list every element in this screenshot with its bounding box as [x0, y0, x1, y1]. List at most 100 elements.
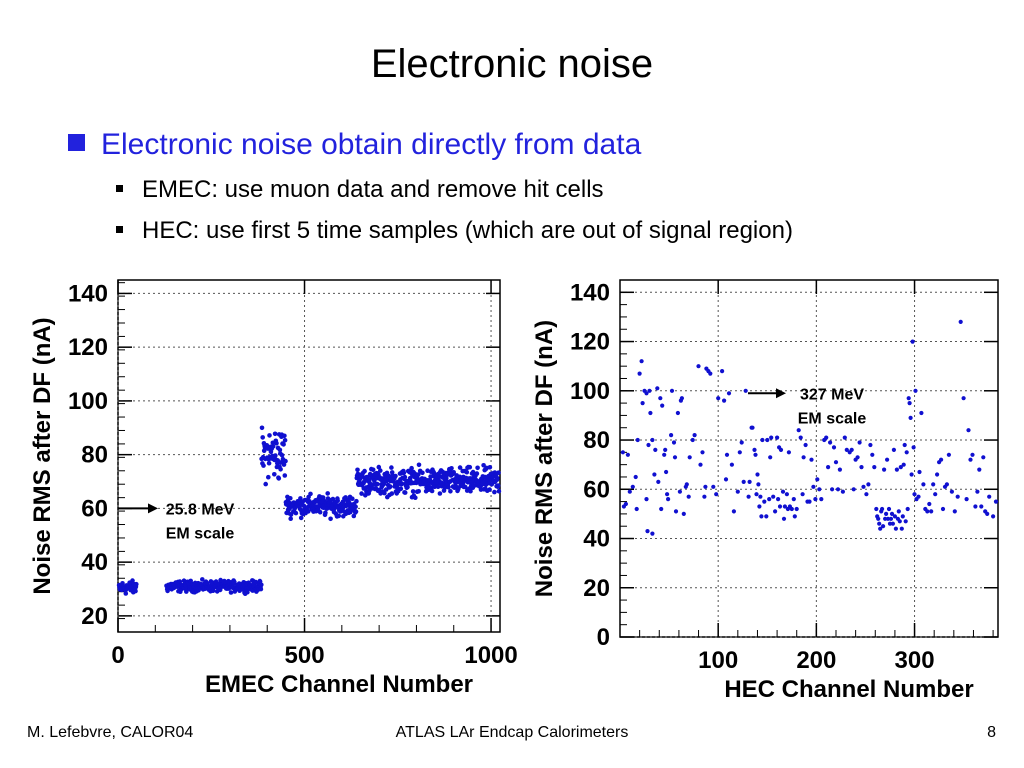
- data-point: [451, 470, 457, 475]
- data-point: [355, 467, 360, 473]
- data-point: [864, 492, 869, 497]
- y-axis-label: Noise RMS after DF (nA): [29, 317, 56, 594]
- data-point: [457, 465, 463, 470]
- data-point: [883, 516, 888, 521]
- data-point: [652, 472, 657, 477]
- y-tick-label: 0: [597, 624, 610, 651]
- x-tick-label: 500: [285, 642, 325, 669]
- data-point: [664, 469, 669, 475]
- y-tick-label: 20: [81, 603, 108, 630]
- data-point: [245, 589, 250, 595]
- data-point: [987, 494, 992, 499]
- data-point: [378, 468, 383, 473]
- data-point: [675, 410, 681, 416]
- data-point: [409, 465, 414, 471]
- data-point: [669, 433, 674, 438]
- data-point: [398, 486, 404, 492]
- data-point: [232, 579, 237, 585]
- data-point: [416, 472, 421, 477]
- data-point: [955, 494, 960, 499]
- data-point: [731, 509, 737, 514]
- data-point: [898, 465, 903, 470]
- data-point: [868, 442, 873, 448]
- data-point: [906, 396, 911, 401]
- data-point: [415, 476, 421, 482]
- x-tick-label: 1000: [464, 642, 517, 669]
- data-point: [293, 510, 299, 516]
- sub-bullet: HEC: use first 5 time samples (which are…: [116, 217, 793, 245]
- y-tick-label: 100: [570, 378, 610, 405]
- data-point: [698, 462, 703, 467]
- data-point: [666, 497, 671, 502]
- data-point: [463, 484, 468, 490]
- data-point: [272, 431, 278, 437]
- data-point: [620, 450, 626, 455]
- data-point: [935, 472, 940, 477]
- data-point: [475, 465, 480, 471]
- data-point: [778, 447, 784, 452]
- data-point: [481, 463, 486, 468]
- data-point: [887, 521, 893, 526]
- data-point: [669, 388, 675, 393]
- data-point: [912, 492, 917, 497]
- data-point: [679, 396, 685, 401]
- data-point: [474, 471, 480, 476]
- data-point: [781, 516, 787, 521]
- data-point: [133, 588, 138, 594]
- data-point: [835, 487, 841, 492]
- data-point: [665, 492, 670, 497]
- data-point: [882, 467, 887, 472]
- data-point: [762, 499, 767, 504]
- data-point: [975, 489, 980, 494]
- data-point: [389, 491, 395, 496]
- data-point: [885, 457, 890, 462]
- data-point: [784, 492, 790, 497]
- data-point: [764, 514, 769, 519]
- data-point: [861, 484, 866, 489]
- data-point: [335, 498, 341, 504]
- plot-frame: [619, 279, 999, 638]
- bullet-square-icon: [116, 226, 123, 233]
- data-point: [904, 450, 909, 455]
- data-point: [702, 494, 707, 499]
- y-tick-label: 20: [583, 575, 610, 602]
- data-point: [819, 497, 824, 502]
- data-point: [336, 513, 342, 519]
- data-point: [288, 516, 294, 521]
- data-point: [739, 440, 744, 445]
- data-point: [849, 447, 854, 452]
- data-point: [769, 435, 774, 440]
- data-point: [692, 433, 697, 438]
- data-point: [259, 582, 264, 588]
- data-point: [282, 438, 288, 443]
- data-point: [402, 474, 408, 480]
- data-point: [711, 484, 716, 489]
- data-point: [931, 482, 936, 487]
- data-point: [130, 578, 135, 583]
- data-point: [791, 497, 796, 502]
- data-point: [283, 458, 288, 464]
- data-point: [724, 452, 730, 457]
- data-point: [298, 515, 304, 521]
- data-point: [655, 386, 660, 391]
- y-tick-label: 40: [81, 549, 108, 576]
- y-tick-label: 40: [583, 526, 610, 553]
- data-point: [634, 506, 639, 512]
- annotation-arrowhead: [776, 388, 786, 399]
- data-point: [759, 514, 764, 519]
- data-point: [444, 475, 449, 481]
- data-point: [495, 483, 501, 488]
- data-point: [893, 526, 899, 531]
- data-point: [831, 445, 837, 450]
- data-point: [650, 437, 655, 443]
- data-point: [925, 509, 930, 514]
- data-point: [362, 468, 367, 474]
- data-point: [798, 435, 803, 440]
- data-point: [890, 521, 896, 526]
- data-point: [884, 511, 889, 516]
- data-point: [880, 506, 885, 512]
- annotation-arrowhead: [148, 503, 158, 514]
- data-point: [786, 450, 792, 455]
- data-point: [259, 425, 265, 431]
- data-point: [496, 470, 501, 476]
